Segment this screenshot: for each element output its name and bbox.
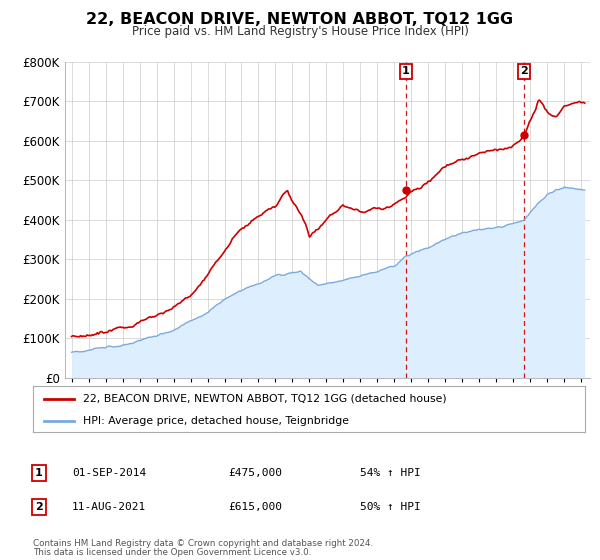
Text: 01-SEP-2014: 01-SEP-2014 — [72, 468, 146, 478]
Text: 50% ↑ HPI: 50% ↑ HPI — [360, 502, 421, 512]
Text: 1: 1 — [402, 66, 410, 76]
Text: 2: 2 — [520, 66, 527, 76]
Text: 22, BEACON DRIVE, NEWTON ABBOT, TQ12 1GG: 22, BEACON DRIVE, NEWTON ABBOT, TQ12 1GG — [86, 12, 514, 27]
Text: This data is licensed under the Open Government Licence v3.0.: This data is licensed under the Open Gov… — [33, 548, 311, 557]
Text: 22, BEACON DRIVE, NEWTON ABBOT, TQ12 1GG (detached house): 22, BEACON DRIVE, NEWTON ABBOT, TQ12 1GG… — [83, 394, 446, 404]
Text: 11-AUG-2021: 11-AUG-2021 — [72, 502, 146, 512]
Text: £475,000: £475,000 — [228, 468, 282, 478]
Text: HPI: Average price, detached house, Teignbridge: HPI: Average price, detached house, Teig… — [83, 416, 349, 426]
Text: £615,000: £615,000 — [228, 502, 282, 512]
Text: 1: 1 — [35, 468, 43, 478]
Text: 54% ↑ HPI: 54% ↑ HPI — [360, 468, 421, 478]
Text: Price paid vs. HM Land Registry's House Price Index (HPI): Price paid vs. HM Land Registry's House … — [131, 25, 469, 38]
Text: Contains HM Land Registry data © Crown copyright and database right 2024.: Contains HM Land Registry data © Crown c… — [33, 539, 373, 548]
Text: 2: 2 — [35, 502, 43, 512]
